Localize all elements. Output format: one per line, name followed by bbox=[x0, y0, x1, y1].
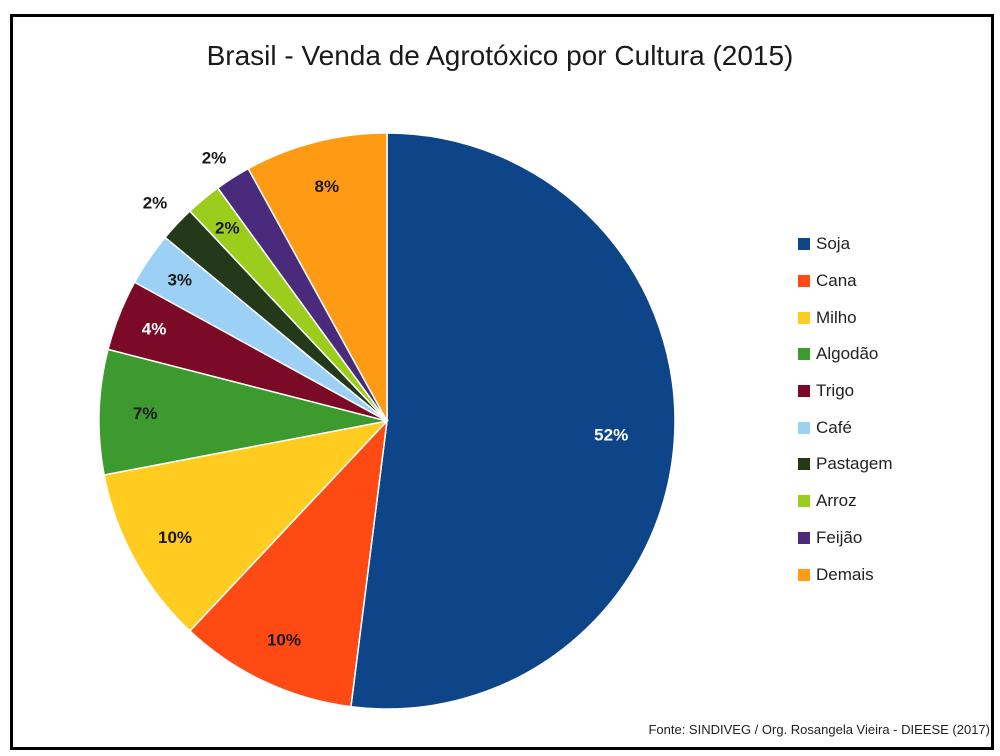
legend-swatch bbox=[798, 238, 810, 251]
legend-swatch bbox=[798, 275, 810, 288]
legend-item: Café bbox=[798, 409, 893, 446]
legend-item: Algodão bbox=[798, 336, 893, 373]
slice-label-pastagem: 2% bbox=[143, 194, 168, 213]
legend-label: Arroz bbox=[816, 491, 857, 511]
legend-label: Demais bbox=[816, 564, 874, 584]
legend-item: Cana bbox=[798, 263, 893, 300]
pie-slice-milho bbox=[103, 419, 390, 633]
slice-label-trigo: 4% bbox=[142, 319, 167, 338]
legend-item: Arroz bbox=[798, 483, 893, 520]
legend-swatch bbox=[798, 348, 810, 361]
slice-label-milho: 10% bbox=[158, 528, 192, 547]
legend: Soja Cana Milho Algodão Trigo Café Pastagem Arr… bbox=[798, 226, 893, 593]
legend-label: Cana bbox=[816, 271, 857, 291]
legend-label: Pastagem bbox=[816, 454, 893, 474]
legend-label: Milho bbox=[816, 307, 857, 327]
legend-swatch bbox=[798, 385, 810, 398]
legend-swatch bbox=[798, 421, 810, 434]
legend-label: Feijão bbox=[816, 527, 863, 547]
slice-label-algodão: 7% bbox=[133, 404, 158, 423]
legend-item: Trigo bbox=[798, 373, 893, 410]
pie-slice-demais bbox=[247, 132, 388, 422]
legend-swatch bbox=[798, 531, 810, 544]
legend-item: Pastagem bbox=[798, 446, 893, 483]
slice-label-cana: 10% bbox=[267, 630, 301, 649]
legend-item: Milho bbox=[798, 299, 893, 336]
legend-item: Demais bbox=[798, 556, 893, 593]
legend-label: Soja bbox=[816, 234, 851, 254]
source-note: Fonte: SINDIVEG / Org. Rosangela Vieira … bbox=[648, 722, 990, 737]
chart-title: Brasil - Venda de Agrotóxico por Cultura… bbox=[206, 40, 794, 71]
slice-label-café: 3% bbox=[167, 271, 192, 290]
pie-slice-algodão bbox=[98, 348, 388, 476]
legend-item: Soja bbox=[798, 226, 893, 263]
legend-swatch bbox=[798, 458, 810, 471]
slice-label-feijão: 2% bbox=[202, 149, 227, 168]
legend-swatch bbox=[798, 495, 810, 508]
legend-label: Café bbox=[816, 417, 852, 437]
legend-item: Feijão bbox=[798, 520, 893, 557]
legend-swatch bbox=[798, 311, 810, 324]
slice-label-arroz: 2% bbox=[215, 218, 240, 237]
legend-swatch bbox=[798, 568, 810, 581]
slice-label-soja: 52% bbox=[594, 426, 628, 445]
legend-label: Trigo bbox=[816, 381, 855, 401]
slice-label-demais: 8% bbox=[315, 177, 340, 196]
legend-label: Algodão bbox=[816, 344, 879, 364]
pie-slice-soja bbox=[350, 132, 676, 710]
pie-slice-cana bbox=[188, 418, 389, 708]
